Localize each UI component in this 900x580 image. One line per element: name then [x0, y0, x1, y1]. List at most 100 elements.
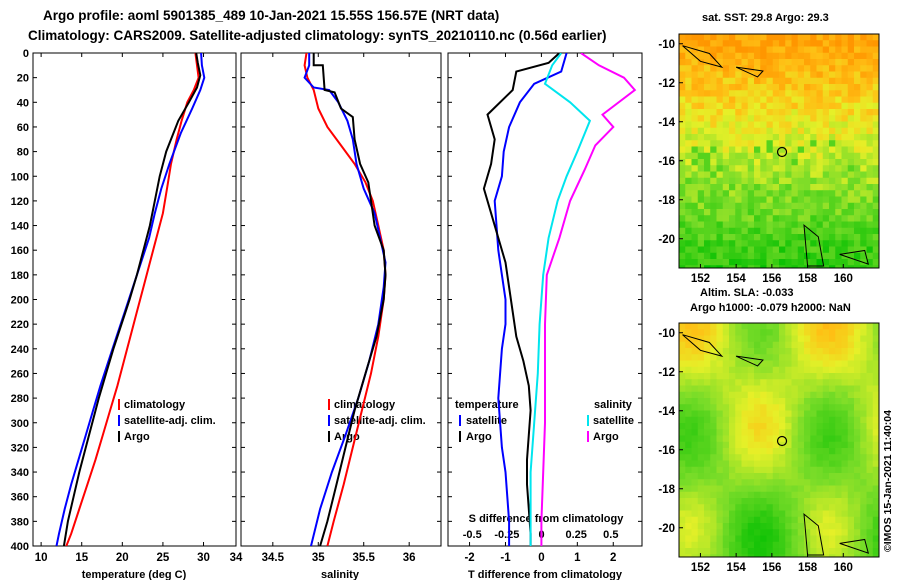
x-tick-label: 34.5: [262, 552, 285, 564]
map-cell: [872, 391, 879, 399]
map-cell: [810, 52, 817, 60]
map-cell: [747, 215, 755, 222]
map-cell: [872, 65, 879, 72]
map-cell: [779, 516, 786, 524]
map-cell: [822, 498, 830, 505]
map-cell: [747, 348, 755, 355]
map-cell: [766, 529, 774, 536]
map-cell: [835, 209, 842, 216]
map-cell: [872, 77, 879, 85]
map-cell: [722, 485, 730, 493]
map-cell: [797, 498, 805, 505]
map-cell: [729, 252, 736, 260]
map-cell: [779, 159, 786, 166]
map-cell: [841, 329, 849, 336]
map-cell: [872, 121, 879, 129]
map-cell: [760, 115, 767, 122]
map-cell: [722, 40, 730, 47]
map-cell: [854, 460, 861, 468]
map-cell: [741, 454, 749, 461]
map-cell: [747, 535, 755, 543]
map-cell: [835, 516, 842, 524]
map-cell: [729, 491, 736, 499]
map-cell: [685, 134, 692, 141]
map-cell: [716, 146, 724, 154]
map-cell: [710, 140, 717, 147]
map-cell: [697, 196, 705, 204]
map-cell: [747, 360, 755, 368]
map-cell: [710, 491, 717, 499]
depth-tick-label: 20: [17, 73, 29, 85]
map-cell: [829, 102, 836, 110]
map-cell: [816, 366, 824, 374]
map-cell: [754, 252, 761, 260]
map-cell: [829, 429, 836, 436]
map-cell: [835, 102, 842, 110]
map-cell: [760, 416, 767, 424]
map-cell: [860, 473, 867, 480]
map-cell: [679, 159, 686, 166]
map-cell: [691, 516, 699, 524]
map-cell: [760, 246, 767, 254]
map-cell: [710, 541, 717, 549]
map-cell: [866, 127, 874, 135]
map-cell: [872, 485, 879, 493]
map-cell: [872, 184, 879, 191]
map-cell: [766, 65, 774, 72]
map-cell: [704, 335, 711, 343]
map-cell: [866, 146, 874, 154]
map-cell: [679, 240, 686, 247]
map-cell: [685, 115, 692, 122]
map-cell: [835, 152, 842, 160]
map-cell: [822, 504, 830, 511]
map-cell: [779, 329, 786, 336]
map-cell: [785, 165, 792, 172]
map-cell: [872, 240, 879, 247]
map-cell: [697, 404, 705, 411]
map-cell: [791, 140, 799, 147]
map-cell: [779, 460, 786, 468]
map-cell: [741, 40, 749, 47]
map-cell: [810, 221, 817, 229]
map-cell: [804, 165, 811, 172]
map-cell: [704, 398, 711, 405]
map-cell: [860, 335, 867, 343]
map-cell: [841, 385, 849, 393]
map-cell: [679, 510, 686, 518]
map-cell: [722, 215, 730, 222]
map-cell: [760, 541, 767, 549]
map-cell: [760, 184, 767, 191]
map-cell: [860, 121, 867, 129]
map-cell: [816, 491, 824, 499]
map-cell: [760, 435, 767, 443]
map-cell: [760, 71, 767, 79]
map-cell: [766, 448, 774, 455]
map-y-tick-label: -12: [658, 367, 675, 379]
map-cell: [860, 215, 867, 222]
map-cell: [760, 329, 767, 336]
map-cell: [679, 504, 686, 511]
map-cell: [716, 504, 724, 511]
map-cell: [854, 115, 861, 122]
map-cell: [797, 127, 805, 135]
map-cell: [835, 165, 842, 172]
map-cell: [685, 379, 692, 386]
map-cell: [835, 177, 842, 185]
map-cell: [841, 146, 849, 154]
map-cell: [691, 227, 699, 235]
map-cell: [791, 510, 799, 518]
map-cell: [754, 404, 761, 411]
salinity-plot-frame: [240, 52, 442, 547]
map-cell: [735, 34, 742, 41]
map-cell: [729, 259, 736, 266]
map-cell: [766, 491, 774, 499]
map-cell: [735, 140, 742, 147]
map-cell: [710, 121, 717, 129]
map-cell: [747, 335, 755, 343]
map-cell: [854, 46, 861, 54]
map-cell: [697, 535, 705, 543]
map-cell: [729, 479, 736, 486]
map-cell: [685, 221, 692, 229]
map-cell: [685, 504, 692, 511]
map-cell: [766, 373, 774, 380]
